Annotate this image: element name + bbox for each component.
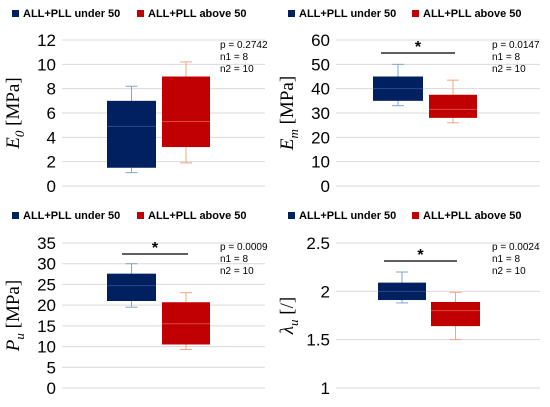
- y-tick-label: 1: [321, 379, 330, 398]
- chart-panel-2: ALL+PLL under 50 ALL+PLL above 50 0 10 20 30 4…: [277, 8, 540, 196]
- stats-text: n1 = 8: [492, 52, 521, 63]
- y-tick-label: 6: [47, 104, 56, 123]
- y-axis-symbol: E: [3, 137, 24, 150]
- legend-label: ALL+PLL under 50: [299, 210, 396, 222]
- legend-swatch: [412, 212, 419, 219]
- y-axis-label: E0 [MPa]: [3, 77, 27, 149]
- y-tick-label: 50: [311, 55, 330, 74]
- y-tick-label: 60: [311, 31, 330, 50]
- y-tick-label: 0: [47, 177, 56, 196]
- legend-label: ALL+PLL above 50: [148, 210, 247, 222]
- box-body: [429, 94, 477, 118]
- chart-panel-4: ALL+PLL under 50 ALL+PLL above 50 1 1.5 2 2.5…: [277, 210, 540, 398]
- significance-star: *: [415, 39, 422, 56]
- stats-text: p = 0.0147: [492, 40, 540, 51]
- significance-star: *: [152, 240, 159, 257]
- y-tick-label: 15: [37, 317, 56, 336]
- stats-text: n1 = 8: [220, 52, 249, 63]
- y-axis-unit: [MPa]: [277, 76, 298, 125]
- significance-star: *: [417, 247, 424, 264]
- y-axis-symbol: λ: [277, 326, 298, 335]
- legend-label: ALL+PLL above 50: [423, 210, 522, 222]
- legend-swatch: [12, 212, 19, 219]
- y-tick-label: 20: [37, 296, 56, 315]
- y-tick-label: 30: [311, 104, 330, 123]
- y-tick-label: 10: [37, 338, 56, 357]
- y-axis-symbol: E: [277, 138, 298, 151]
- legend-swatch: [137, 212, 144, 219]
- stats-text: n2 = 10: [492, 64, 526, 75]
- legend-label: ALL+PLL under 50: [299, 8, 396, 20]
- legend-label: ALL+PLL above 50: [148, 8, 247, 20]
- y-tick-label: 0: [47, 379, 56, 398]
- legend-label: ALL+PLL above 50: [423, 8, 522, 20]
- y-tick-label: 2.5: [306, 234, 330, 253]
- stats-text: n2 = 10: [492, 266, 526, 277]
- y-tick-label: 10: [311, 153, 330, 172]
- y-tick-label: 30: [37, 255, 56, 274]
- legend-swatch: [137, 10, 144, 17]
- y-axis-subscript: u: [12, 333, 27, 340]
- y-tick-label: 35: [37, 234, 56, 253]
- stats-text: p = 0.0024: [492, 242, 540, 253]
- chart-panel-1: ALL+PLL under 50 ALL+PLL above 50 0 2 4 6 8 10 1…: [3, 8, 268, 196]
- y-axis-unit: [MPa]: [3, 280, 24, 329]
- y-axis-label: λu [/]: [277, 297, 301, 335]
- y-axis-label: Em [MPa]: [277, 76, 301, 151]
- stats-text: p = 0.2742: [220, 40, 268, 51]
- legend-swatch: [412, 10, 419, 17]
- legend-label: ALL+PLL under 50: [23, 210, 120, 222]
- box-body: [107, 273, 156, 301]
- legend-swatch: [288, 10, 295, 17]
- y-tick-label: 1.5: [306, 331, 330, 350]
- stats-text: n1 = 8: [492, 254, 521, 265]
- y-axis-subscript: 0: [12, 130, 27, 137]
- y-tick-label: 2: [47, 153, 56, 172]
- y-tick-label: 25: [37, 275, 56, 294]
- box-body: [162, 76, 210, 148]
- y-axis-subscript: m: [286, 129, 301, 138]
- y-axis-unit: [MPa]: [3, 77, 24, 126]
- stats-text: n2 = 10: [220, 266, 254, 277]
- stats-text: n1 = 8: [220, 254, 249, 265]
- y-tick-label: 0: [321, 177, 330, 196]
- y-axis-label: Pu [MPa]: [3, 280, 27, 352]
- stats-text: p = 0.0009: [220, 242, 268, 253]
- box-body: [431, 301, 480, 327]
- y-tick-label: 40: [311, 80, 330, 99]
- legend-label: ALL+PLL under 50: [23, 8, 120, 20]
- legend-swatch: [12, 10, 19, 17]
- stats-text: n2 = 10: [220, 64, 254, 75]
- chart-panel-3: ALL+PLL under 50 ALL+PLL above 50 0 510 15 20…: [3, 210, 268, 398]
- y-tick-label: 10: [37, 55, 56, 74]
- legend-swatch: [288, 212, 295, 219]
- y-tick-label: 12: [37, 31, 56, 50]
- y-axis-subscript: u: [286, 319, 301, 326]
- y-tick-label: 20: [311, 128, 330, 147]
- y-tick-label: 8: [47, 80, 56, 99]
- box-body: [107, 100, 156, 168]
- y-tick-label: 2: [321, 282, 330, 301]
- y-tick-label: 4: [47, 128, 56, 147]
- y-axis-symbol: P: [3, 339, 24, 352]
- y-axis-unit: [/]: [277, 297, 298, 315]
- y-tick-label: 5: [47, 358, 56, 377]
